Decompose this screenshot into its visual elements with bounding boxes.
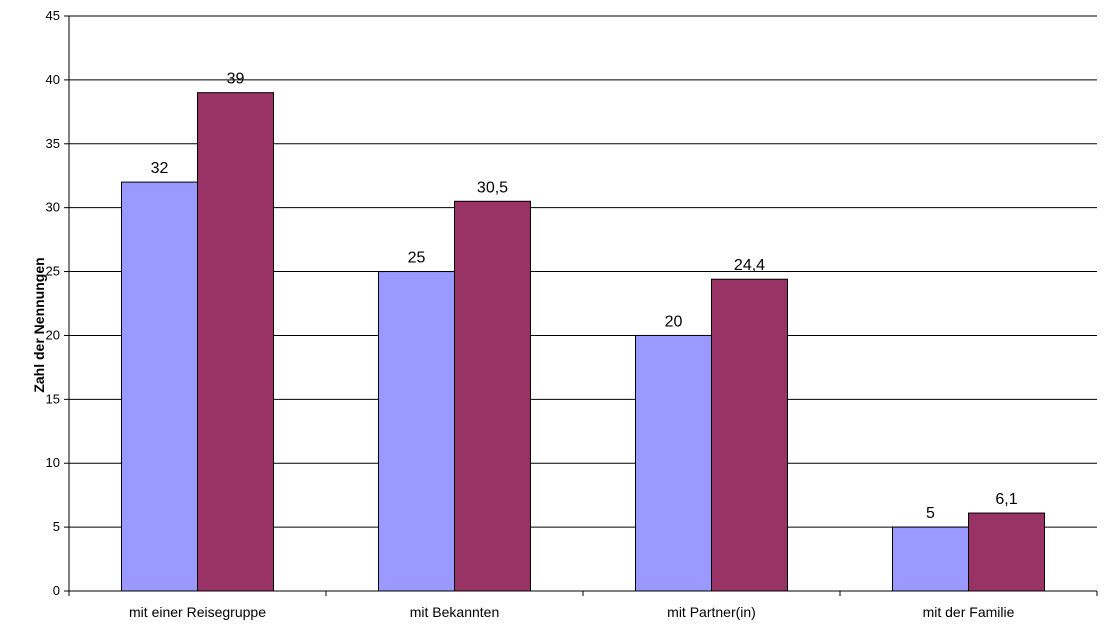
y-tick-label: 5 bbox=[53, 519, 60, 534]
y-tick-label: 35 bbox=[46, 136, 60, 151]
bar bbox=[197, 92, 274, 592]
bar bbox=[711, 278, 788, 592]
data-labels: 32 39 25 30,5 20 24,4 5 6,1 bbox=[151, 71, 1018, 522]
data-label: 5 bbox=[926, 505, 935, 522]
axes bbox=[64, 15, 1098, 596]
data-label: 24,4 bbox=[734, 257, 765, 274]
data-label: 20 bbox=[665, 313, 683, 330]
bars bbox=[121, 92, 1045, 592]
bar bbox=[121, 181, 198, 592]
y-tick-label: 25 bbox=[46, 264, 60, 279]
data-label: 30,5 bbox=[477, 179, 508, 196]
x-category-labels: mit einer Reisegruppe mit Bekannten mit Pa… bbox=[129, 604, 1015, 620]
y-tick-label: 45 bbox=[46, 8, 60, 23]
y-tick-labels: 0 5 10 15 20 25 30 35 40 45 bbox=[46, 8, 60, 598]
bar bbox=[635, 334, 712, 592]
y-tick-label: 10 bbox=[46, 455, 60, 470]
y-tick-label: 20 bbox=[46, 327, 60, 342]
y-tick-label: 0 bbox=[53, 583, 60, 598]
x-category-label: mit Bekannten bbox=[410, 604, 500, 620]
y-tick-label: 40 bbox=[46, 72, 60, 87]
y-tick-label: 15 bbox=[46, 391, 60, 406]
data-label: 6,1 bbox=[995, 491, 1017, 508]
y-axis-label: Zahl der Nennungen bbox=[31, 257, 47, 392]
bar bbox=[892, 526, 969, 592]
data-label: 25 bbox=[408, 250, 426, 267]
bar bbox=[454, 200, 531, 592]
x-category-label: mit der Familie bbox=[923, 604, 1015, 620]
data-label: 32 bbox=[151, 160, 169, 177]
bar bbox=[968, 512, 1045, 592]
data-label: 39 bbox=[227, 71, 245, 88]
y-tick-label: 30 bbox=[46, 200, 60, 215]
bar bbox=[378, 271, 455, 592]
x-category-label: mit einer Reisegruppe bbox=[129, 604, 266, 620]
x-category-label: mit Partner(in) bbox=[667, 604, 756, 620]
